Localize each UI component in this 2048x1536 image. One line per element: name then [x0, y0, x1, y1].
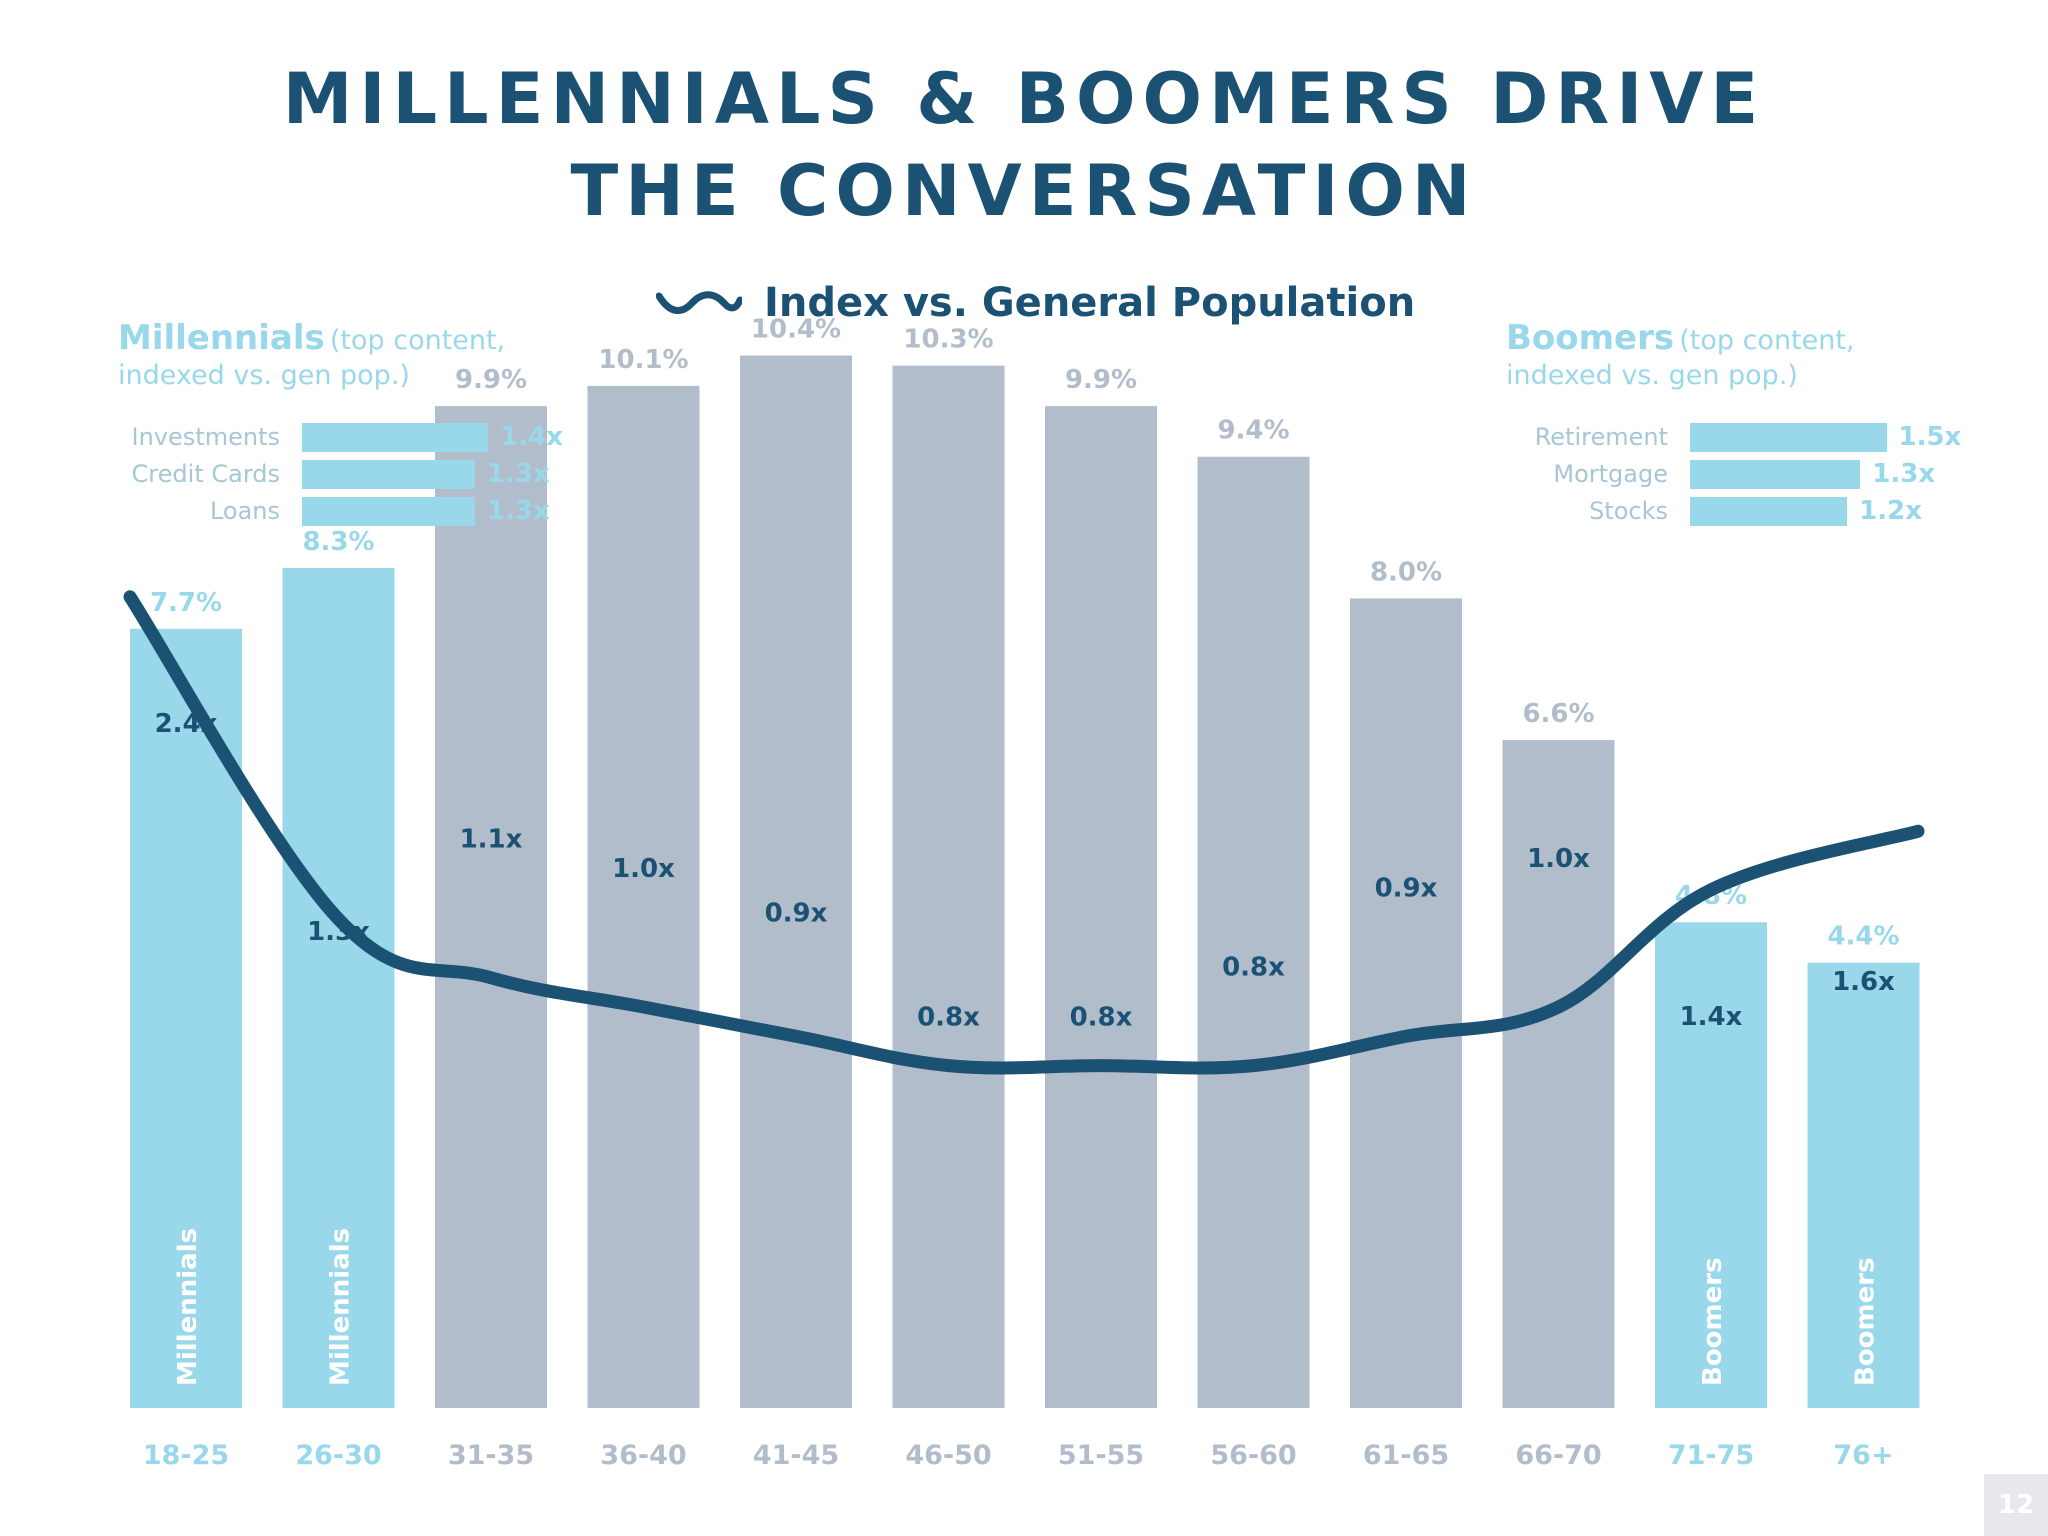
x-tick-label: 46-50 — [905, 1440, 991, 1471]
index-value-label: 0.9x — [1375, 873, 1438, 903]
bar-61-65 — [1350, 598, 1462, 1408]
boomers-panel-subtitle-2: indexed vs. gen pop.) — [1506, 360, 1798, 391]
bar-value-label: 4.4% — [1827, 922, 1899, 952]
x-tick-label: 18-25 — [143, 1440, 229, 1471]
boomers-content-item-bar — [1690, 460, 1861, 489]
boomers-panel-title: Boomers (top content, indexed vs. gen po… — [1506, 318, 1855, 391]
bar-value-label: 9.9% — [1065, 365, 1137, 395]
index-value-label: 0.8x — [917, 1003, 980, 1033]
bar-value-label: 10.1% — [598, 345, 688, 375]
index-value-label: 0.8x — [1070, 1003, 1133, 1033]
boomers-content-item-value: 1.2x — [1859, 496, 1923, 526]
millennials-content-item-value: 1.3x — [486, 459, 550, 489]
bar-value-label: 10.3% — [903, 325, 993, 355]
x-tick-label: 36-40 — [600, 1440, 686, 1471]
bar-value-label: 8.3% — [302, 527, 374, 557]
index-value-label: 2.4x — [155, 709, 218, 739]
x-tick-label: 71-75 — [1668, 1440, 1754, 1471]
boomers-content-item-label: Stocks — [1589, 497, 1668, 525]
bar-46-50 — [892, 365, 1005, 1408]
legend: Index vs. General Population — [656, 280, 1415, 326]
bar-value-label: 9.4% — [1217, 416, 1289, 446]
wave-line-icon — [656, 291, 742, 314]
bar-value-label: 9.9% — [455, 365, 527, 395]
bar-group-label: Millennials — [173, 1228, 203, 1386]
millennials-content-item-bar — [302, 460, 475, 489]
x-tick-label: 51-55 — [1058, 1440, 1144, 1471]
boomers-content-item-value: 1.3x — [1872, 459, 1936, 489]
millennials-panel-title: Millennials (top content, indexed vs. ge… — [118, 318, 505, 391]
bar-41-45 — [740, 355, 852, 1408]
bar-26-30 — [282, 568, 395, 1408]
boomers-content-item-bar — [1690, 423, 1887, 452]
bar-56-60 — [1197, 456, 1310, 1409]
boomers-content-item-value: 1.5x — [1898, 422, 1962, 452]
x-tick-label: 76+ — [1833, 1440, 1893, 1471]
x-tick-label: 31-35 — [448, 1440, 534, 1471]
millennials-panel-subtitle-1: (top content, — [329, 325, 506, 356]
title-line-2: THE CONVERSATION — [570, 150, 1478, 232]
index-value-label: 1.0x — [1527, 844, 1590, 874]
x-tick-label: 41-45 — [753, 1440, 839, 1471]
legend-label: Index vs. General Population — [764, 280, 1416, 326]
millennials-content-item-bar — [302, 423, 489, 452]
bar-group-label: Boomers — [1851, 1257, 1881, 1386]
bar-group-label: Millennials — [326, 1228, 356, 1386]
index-value-label: 1.1x — [460, 825, 523, 855]
millennials-content-item-value: 1.4x — [500, 422, 564, 452]
index-value-label: 0.9x — [765, 898, 828, 928]
millennials-content-item-bar — [302, 497, 475, 526]
bar-71-75 — [1655, 922, 1767, 1408]
bar-36-40 — [587, 385, 700, 1408]
millennials-content-item-label: Credit Cards — [131, 460, 280, 488]
bar-value-label: 7.7% — [150, 588, 222, 618]
bar-66-70 — [1502, 740, 1615, 1408]
index-value-label: 1.3x — [307, 917, 370, 947]
millennials-content-item-label: Investments — [131, 423, 280, 451]
index-value-label: 1.0x — [612, 854, 675, 884]
index-value-label: 0.8x — [1222, 953, 1285, 983]
x-tick-label: 61-65 — [1363, 1440, 1449, 1471]
bar-value-label: 6.6% — [1522, 699, 1594, 729]
x-tick-label: 26-30 — [295, 1440, 381, 1471]
millennials-panel-subtitle-2: indexed vs. gen pop.) — [118, 360, 410, 391]
boomers-panel-subtitle-1: (top content, — [1679, 325, 1855, 356]
bar-value-label: 10.4% — [751, 315, 841, 345]
bar-value-label: 8.0% — [1370, 557, 1442, 587]
millennials-content-item-value: 1.3x — [486, 496, 550, 526]
millennials-panel-heading: Millennials — [118, 318, 325, 358]
bar-51-55 — [1045, 406, 1157, 1408]
x-tick-label: 56-60 — [1210, 1440, 1296, 1471]
bar-76+ — [1807, 962, 1920, 1408]
boomers-content-item-bar — [1690, 497, 1848, 526]
title-line-1: MILLENNIALS & BOOMERS DRIVE — [282, 58, 1766, 140]
index-value-label: 1.6x — [1832, 967, 1895, 997]
index-line — [123, 590, 1925, 1075]
millennials-content-item-label: Loans — [209, 497, 280, 525]
bar-group-label: Boomers — [1698, 1257, 1728, 1386]
bar-31-35 — [435, 406, 547, 1408]
boomers-panel-heading: Boomers — [1506, 318, 1675, 358]
boomers-content-item-label: Retirement — [1534, 423, 1668, 451]
boomers-content-item-label: Mortgage — [1553, 460, 1668, 488]
page-number: 12 — [1984, 1474, 2048, 1536]
x-tick-label: 66-70 — [1515, 1440, 1601, 1471]
index-value-label: 1.4x — [1680, 1002, 1743, 1032]
